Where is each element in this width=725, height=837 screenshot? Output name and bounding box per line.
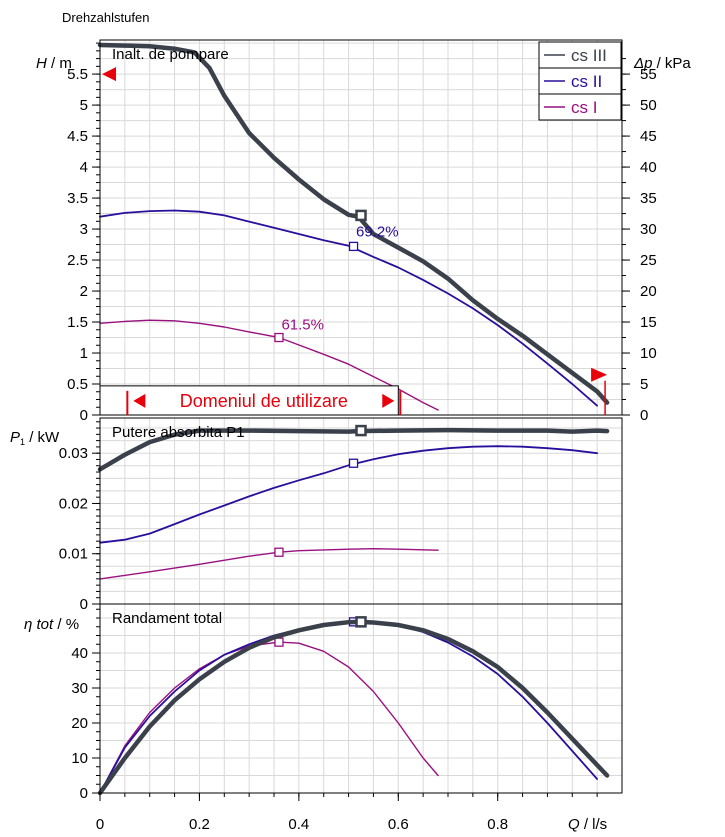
y2-axis-label-var: Δp — [633, 55, 652, 72]
x-axis-label-var: Q — [568, 816, 580, 832]
curve-cs-1 — [99, 548, 439, 580]
y-axis-label-var: P — [10, 429, 20, 446]
y-axis-label: H / m — [36, 55, 72, 72]
efficiency-annotation: 69.2% — [356, 223, 399, 240]
y-tick-label: 0.02 — [59, 495, 88, 512]
duty-point-marker-cs-2 — [348, 458, 359, 468]
y-axis-label-sub: 1 — [20, 437, 25, 447]
y-tick-label: 0 — [80, 785, 88, 802]
y-tick-label: 20 — [71, 715, 88, 732]
y2-tick-label: 5 — [640, 376, 648, 393]
x-tick-label: 0 — [96, 816, 104, 832]
legend-label: cs I — [571, 98, 597, 117]
y-tick-label: 3.5 — [67, 190, 88, 207]
y-tick-label: 5 — [80, 97, 88, 114]
y-tick-label: 0.03 — [59, 445, 88, 462]
y-tick-label: 40 — [71, 645, 88, 662]
x-tick-label: 0.4 — [288, 816, 309, 832]
max-flow-marker-icon — [591, 367, 608, 382]
y-axis-label: P1 / kW — [10, 429, 60, 447]
x-axis-label-unit: / l/s — [580, 816, 608, 832]
y2-tick-label: 30 — [640, 221, 657, 238]
y-tick-label: 4 — [80, 159, 88, 176]
y2-axis-label: Δp / kPa — [633, 55, 691, 72]
plot-frame — [99, 417, 623, 605]
y-tick-label: 2 — [80, 283, 88, 300]
legend-label: cs II — [571, 72, 602, 91]
y2-tick-label: 10 — [640, 345, 657, 362]
y2-tick-label: 35 — [640, 190, 657, 207]
y2-tick-label: 55 — [640, 66, 657, 83]
max-head-marker-icon — [102, 67, 116, 82]
y-axis-label: η tot / % — [24, 616, 79, 633]
y-tick-label: 4.5 — [67, 128, 88, 145]
y2-tick-label: 15 — [640, 314, 657, 331]
y-tick-label: 3 — [80, 221, 88, 238]
y2-tick-label: 40 — [640, 159, 657, 176]
range-right-arrow-icon — [382, 393, 395, 408]
y-axis-label-unit: / % — [53, 616, 79, 633]
figure-title: Drehzahlstufen — [62, 10, 149, 25]
x-axis-label: Q / l/s — [568, 816, 607, 832]
legend-label: cs III — [571, 46, 607, 65]
y2-tick-label: 20 — [640, 283, 657, 300]
duty-point-marker-cs-3 — [355, 209, 367, 222]
y-tick-label: 30 — [71, 680, 88, 697]
y-axis-label-var: H — [36, 55, 47, 72]
y-tick-label: 0 — [80, 407, 88, 424]
curve-cs-3 — [97, 42, 610, 405]
plot-frame — [99, 603, 623, 794]
curve-cs-2 — [99, 445, 598, 544]
y-tick-label: 0 — [80, 596, 88, 613]
range-left-arrow-icon — [133, 393, 146, 408]
panel-title: Randament total — [112, 610, 222, 627]
y-tick-label: 10 — [71, 750, 88, 767]
y-tick-label: 0.01 — [59, 546, 88, 563]
curve-cs-2 — [99, 209, 598, 407]
y-tick-label: 1.5 — [67, 314, 88, 331]
curve-cs-1 — [99, 641, 439, 794]
duty-point-marker-cs-2 — [348, 241, 359, 252]
duty-point-marker-cs-3 — [355, 424, 367, 437]
y-tick-label: 5.5 — [67, 66, 88, 83]
y2-tick-label: 0 — [640, 407, 648, 424]
efficiency-annotation: 61.5% — [281, 316, 324, 333]
y-tick-label: 1 — [80, 345, 88, 362]
y2-axis-label-unit: / kPa — [652, 55, 691, 72]
duty-point-marker-cs-1 — [274, 547, 284, 557]
curve-cs-3 — [97, 427, 610, 472]
curve-cs-3 — [97, 619, 610, 796]
panel-title: Putere absorbita P1 — [112, 424, 245, 441]
y-tick-label: 0.5 — [67, 376, 88, 393]
panel-title: Inalt. de pompare — [112, 46, 229, 63]
y-axis-label-unit: / m — [47, 55, 72, 72]
duty-point-marker-cs-1 — [274, 332, 284, 343]
duty-point-marker-cs-3 — [355, 616, 367, 628]
operating-range-label: Domeniul de utilizare — [180, 391, 348, 411]
operating-range-box — [99, 385, 399, 416]
x-tick-label: 0.6 — [388, 816, 409, 832]
x-tick-label: 0.8 — [487, 816, 508, 832]
y-axis-label-unit: / kW — [25, 429, 60, 446]
y2-tick-label: 50 — [640, 97, 657, 114]
y2-tick-label: 25 — [640, 252, 657, 269]
y-axis-label-var: η tot — [24, 616, 54, 633]
y-tick-label: 2.5 — [67, 252, 88, 269]
duty-point-marker-cs-1 — [274, 637, 284, 647]
y2-tick-label: 45 — [640, 128, 657, 145]
x-tick-label: 0.2 — [189, 816, 210, 832]
